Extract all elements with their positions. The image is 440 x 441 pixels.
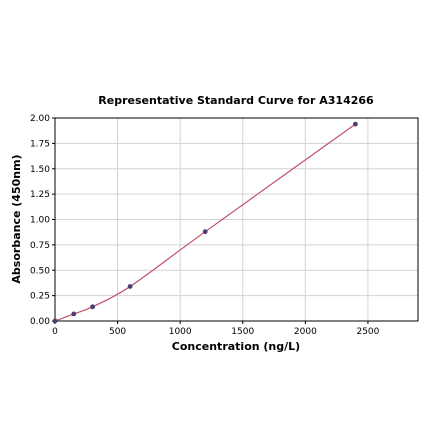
y-tick-label: 1.00 <box>30 216 50 226</box>
fit-curve <box>54 123 356 322</box>
y-tick-label: 0.75 <box>30 241 50 251</box>
x-tick-label: 1000 <box>169 327 192 337</box>
data-point <box>202 229 208 235</box>
data-points <box>52 121 358 324</box>
x-tick-label: 0 <box>52 327 58 337</box>
data-point <box>71 311 77 317</box>
x-tick-label: 500 <box>109 327 126 337</box>
chart-title: Representative Standard Curve for A31426… <box>98 94 374 107</box>
x-tick-label: 2000 <box>294 327 317 337</box>
data-point <box>127 284 133 289</box>
x-axis-ticks: 0 500 1000 1500 2000 2500 <box>52 321 380 337</box>
y-tick-label: 1.75 <box>30 139 50 149</box>
y-tick-label: 0.25 <box>30 292 50 302</box>
y-axis-ticks: 0.00 0.25 0.50 0.75 1.00 1.25 1.50 1.75 2.00 <box>30 114 55 327</box>
data-point <box>52 318 58 324</box>
y-tick-label: 2.00 <box>30 114 50 124</box>
grid-lines <box>54 117 418 322</box>
y-tick-label: 1.50 <box>30 165 50 175</box>
x-axis-label: Concentration (ng/L) <box>172 340 300 353</box>
x-tick-label: 2500 <box>356 327 379 337</box>
data-point <box>90 304 95 310</box>
y-tick-label: 1.25 <box>30 190 50 200</box>
x-tick-label: 1500 <box>231 327 254 337</box>
y-tick-label: 0.00 <box>30 317 50 327</box>
y-axis-label: Absorbance (450nm) <box>10 154 23 283</box>
y-tick-label: 0.50 <box>30 266 50 276</box>
data-point <box>353 121 358 127</box>
